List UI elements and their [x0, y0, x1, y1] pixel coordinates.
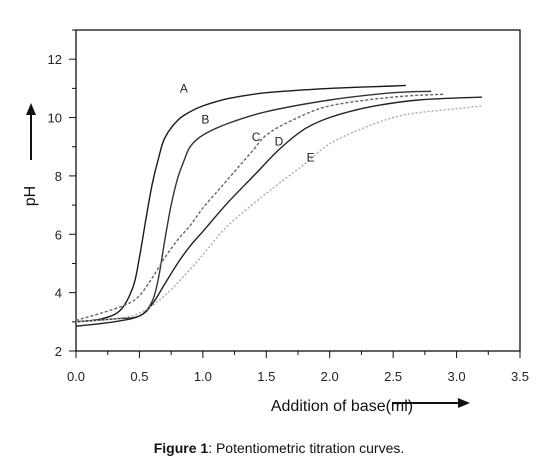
y-tick-label: 10 — [48, 111, 62, 126]
series-line-d — [75, 96, 482, 327]
curve-label-c: C — [252, 130, 261, 144]
y-tick-label: 12 — [48, 52, 62, 67]
y-axis-arrowhead-icon — [26, 103, 36, 115]
titration-chart: 0.0 0.5 1.0 1.5 2.0 2.5 3.0 3.5 2 4 6 8 10 12 A B C D E A… — [22, 29, 529, 415]
series-line-c — [75, 93, 444, 322]
x-tick-label: 0.5 — [130, 369, 148, 384]
x-tick-label: 1.0 — [194, 369, 212, 384]
x-tick-label: 2.0 — [321, 369, 339, 384]
curve-label-a: A — [180, 82, 188, 96]
caption-text: : Potentiometric titration curves. — [208, 440, 405, 456]
y-tick-label: 4 — [55, 286, 62, 301]
figure-caption: Figure 1: Potentiometric titration curve… — [0, 440, 558, 456]
x-tick-label: 2.5 — [384, 369, 402, 384]
plot-frame — [75, 29, 521, 352]
x-tick-label: 0.0 — [67, 369, 85, 384]
y-tick-label: 8 — [55, 169, 62, 184]
curve-label-b: B — [201, 112, 209, 126]
x-tick-label: 3.5 — [511, 369, 529, 384]
y-tick-label: 2 — [55, 344, 62, 359]
caption-label: Figure 1 — [153, 440, 209, 456]
y-axis-label: pH — [22, 186, 39, 206]
y-tick-label: 6 — [55, 227, 62, 242]
x-tick-label: 3.0 — [448, 369, 466, 384]
x-tick-label: 1.5 — [257, 369, 275, 384]
x-axis-label: Addition of base(ml) — [271, 398, 413, 415]
curve-label-e: E — [307, 150, 315, 164]
series-line-b — [75, 90, 432, 323]
x-axis-arrowhead-icon — [458, 398, 470, 408]
series-line-a — [75, 84, 406, 323]
curve-label-d: D — [275, 134, 284, 148]
